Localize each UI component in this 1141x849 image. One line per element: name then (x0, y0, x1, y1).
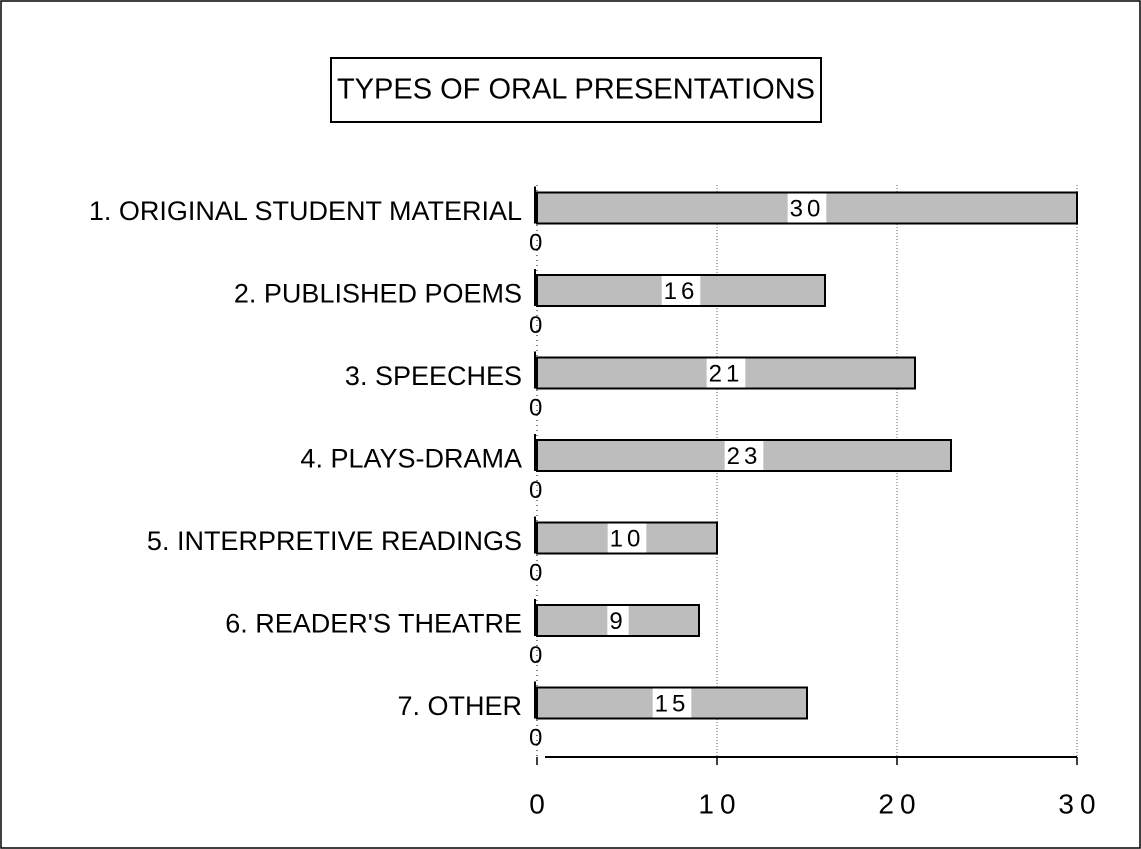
value-label: 21 (709, 360, 744, 387)
value-label-bg (607, 523, 647, 553)
value-label: 23 (727, 443, 762, 470)
annotation: 0 (529, 394, 542, 421)
value-label: 15 (655, 690, 690, 717)
value-label: 30 (790, 195, 825, 222)
category-label: 1. ORIGINAL STUDENT MATERIAL (89, 196, 522, 226)
category-label: 5. INTERPRETIVE READINGS (147, 526, 522, 556)
value-label-bg (787, 193, 827, 223)
title-box (330, 57, 822, 123)
x-tick-label: 20 (878, 788, 921, 819)
x-tick-label: 0 (529, 788, 551, 819)
value-label: 9 (609, 608, 626, 635)
annotation: 0 (529, 477, 542, 504)
annotation: 0 (529, 312, 542, 339)
category-label: 6. READER'S THEATRE (225, 609, 522, 639)
value-label: 10 (610, 525, 645, 552)
value-label-bg (706, 358, 746, 388)
value-label-bg (652, 688, 692, 718)
x-tick-label: 30 (1058, 788, 1101, 819)
category-label: 3. SPEECHES (345, 361, 522, 391)
category-label: 4. PLAYS-DRAMA (300, 444, 522, 474)
value-label: 16 (664, 278, 699, 305)
annotation: 0 (529, 642, 542, 669)
chart-title: TYPES OF ORAL PRESENTATIONS (337, 74, 815, 106)
category-label: 2. PUBLISHED POEMS (234, 279, 522, 309)
x-tick-label: 10 (698, 788, 741, 819)
annotation: 0 (529, 229, 542, 256)
value-label-bg (724, 441, 764, 470)
value-label-bg (661, 276, 701, 305)
category-label: 7. OTHER (397, 691, 522, 721)
annotation: 0 (529, 559, 542, 586)
value-label-bg (607, 606, 629, 635)
annotation: 0 (529, 724, 542, 751)
